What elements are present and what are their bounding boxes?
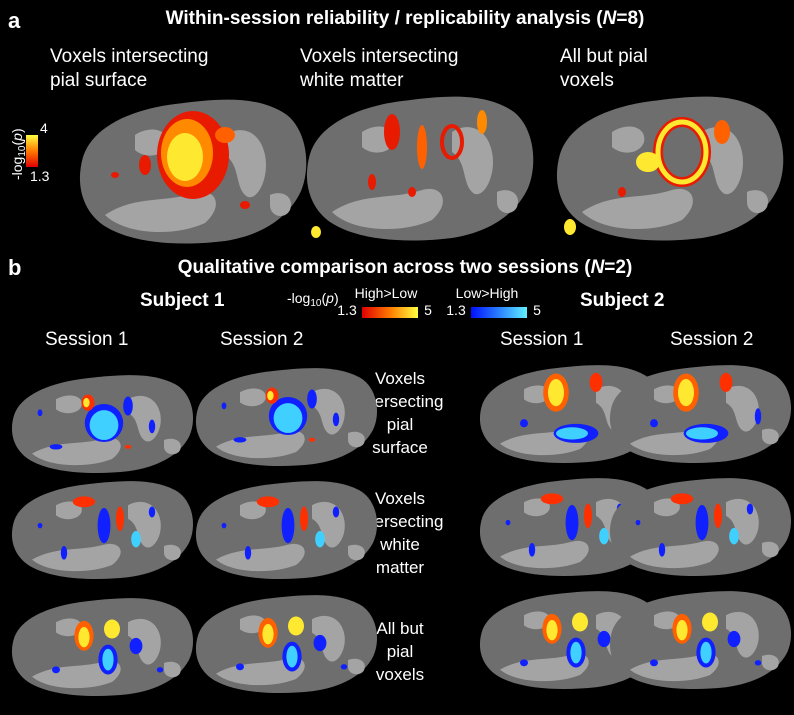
page: {"panel_a": {"label": "a", "title": {"te… bbox=[0, 0, 794, 715]
legend-max: 5 bbox=[424, 302, 432, 318]
flatmap bbox=[12, 375, 193, 473]
column-heading: pial surface bbox=[50, 70, 147, 91]
text-part: =2) bbox=[604, 257, 632, 278]
colorbar-ramp bbox=[26, 135, 38, 167]
text-part: Qualitative comparison across two sessio… bbox=[178, 257, 592, 278]
legend-label: -log10(p) bbox=[287, 290, 339, 309]
row-label: surface bbox=[372, 438, 428, 457]
flatmap bbox=[307, 97, 533, 241]
flatmap bbox=[557, 97, 783, 241]
legend: -log10(p) High>Low Low>High 1.3 5 1.3 5 bbox=[287, 285, 541, 318]
legend-max: 5 bbox=[533, 302, 541, 318]
panel-label: b bbox=[8, 255, 21, 280]
column-heading: Voxels intersecting bbox=[50, 46, 208, 67]
session-label: Session 1 bbox=[45, 329, 128, 350]
legend-ramp bbox=[362, 307, 418, 318]
row-label: voxels bbox=[376, 665, 424, 684]
legend-min: 1.3 bbox=[337, 302, 357, 318]
title-end: =8) bbox=[616, 8, 644, 29]
subject-label: Subject 1 bbox=[140, 290, 225, 311]
flatmap bbox=[12, 481, 193, 579]
flatmap bbox=[196, 595, 377, 693]
colorbar-min: 1.3 bbox=[30, 168, 50, 184]
text-part: p bbox=[9, 133, 25, 142]
flatmap bbox=[12, 598, 193, 696]
column-headings: Voxels intersecting pial surface Voxels … bbox=[50, 46, 648, 91]
column-heading: All but pial bbox=[560, 46, 648, 67]
flatmap bbox=[80, 100, 306, 244]
panel-label: a bbox=[8, 8, 21, 33]
colorbar: -log10(p) 4 1.3 bbox=[9, 120, 50, 184]
row-label: All but bbox=[376, 619, 424, 638]
panel-title: Within-session reliability / replicabili… bbox=[166, 8, 645, 29]
figure: a Within-session reliability / replicabi… bbox=[0, 0, 794, 715]
text-part: ) bbox=[9, 128, 25, 133]
flatmap bbox=[196, 368, 377, 466]
subject-label: Subject 2 bbox=[580, 290, 664, 311]
legend-name: Low>High bbox=[456, 285, 519, 301]
text-part: 10 bbox=[310, 298, 322, 309]
text-part: -log bbox=[9, 157, 25, 180]
session-label: Session 2 bbox=[670, 329, 753, 350]
legend-min: 1.3 bbox=[446, 302, 466, 318]
row-label: white bbox=[379, 535, 420, 554]
row-label: pial bbox=[387, 642, 413, 661]
text-part: p bbox=[325, 290, 334, 306]
legend-name: High>Low bbox=[355, 285, 419, 301]
column-heading: voxels bbox=[560, 70, 614, 91]
row-label: matter bbox=[376, 558, 425, 577]
text-part: -log bbox=[287, 290, 310, 306]
colorbar-label: -log10(p) bbox=[9, 128, 28, 180]
row-label: pial bbox=[387, 415, 413, 434]
title-text: Within-session reliability / replicabili… bbox=[166, 8, 604, 29]
row-label: Voxels bbox=[375, 489, 425, 508]
panel-title: Qualitative comparison across two sessio… bbox=[178, 257, 633, 278]
row-label: Voxels bbox=[375, 369, 425, 388]
colorbar-max: 4 bbox=[40, 120, 48, 136]
flatmap bbox=[196, 481, 377, 579]
column-heading: white matter bbox=[299, 70, 404, 91]
column-heading: Voxels intersecting bbox=[300, 46, 458, 67]
session-label: Session 1 bbox=[500, 329, 583, 350]
legend-ramp bbox=[471, 307, 527, 318]
session-label: Session 2 bbox=[220, 329, 303, 350]
